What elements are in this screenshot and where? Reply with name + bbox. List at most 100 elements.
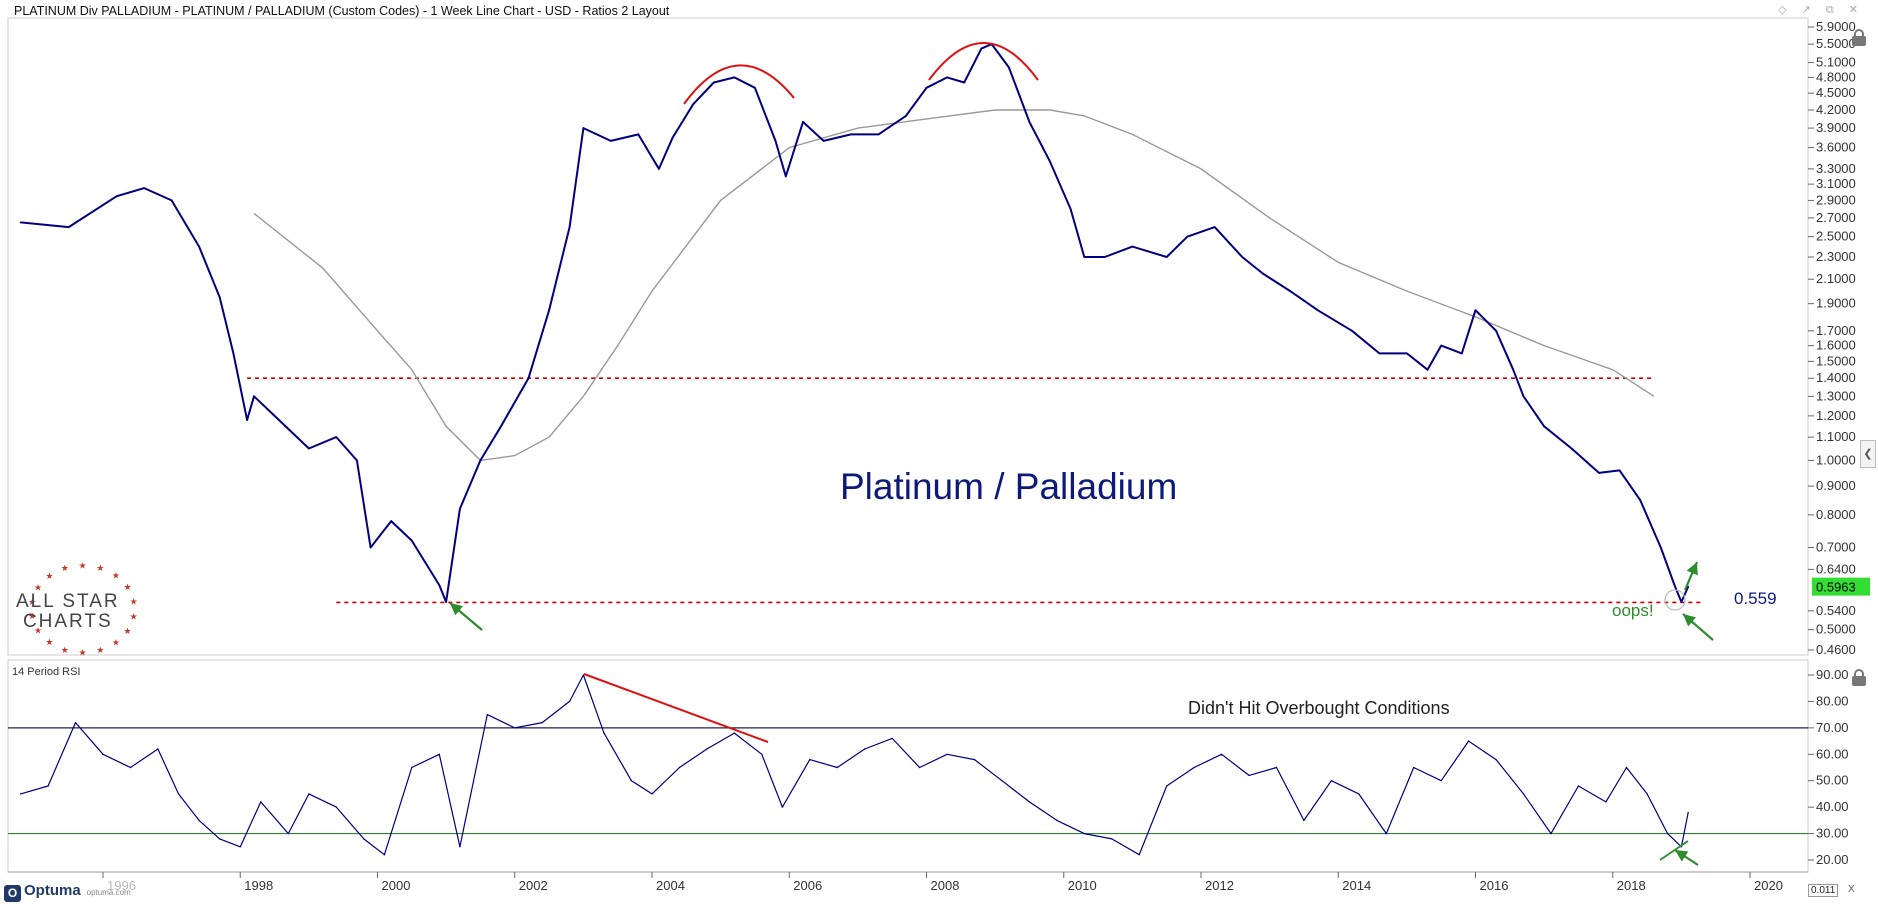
- x-tick-label: 2018: [1617, 878, 1646, 893]
- arrow-rsi-low: [1674, 849, 1699, 866]
- price-point: [1289, 290, 1291, 292]
- y-tick-label: 0.5400: [1816, 603, 1856, 618]
- x-tick-label: 2010: [1068, 878, 1097, 893]
- rsi-point: [1220, 753, 1223, 755]
- zoom-close-button[interactable]: X: [1848, 884, 1855, 895]
- rsi-point: [1193, 766, 1195, 769]
- rsi-y-tick-label: 90.00: [1816, 667, 1849, 682]
- rsi-point: [1303, 819, 1305, 822]
- moving-average-line: [253, 109, 1655, 462]
- chevron-left-icon[interactable]: ❮: [1860, 440, 1876, 468]
- rsi-point: [1687, 811, 1689, 814]
- rsi-point: [1248, 774, 1250, 777]
- arrow-2001-low-head: [450, 603, 464, 616]
- annotation-layer: Platinum / Palladium oops! 0.559 Didn't Hit…: [28, 42, 1870, 866]
- price-point: [1680, 601, 1683, 603]
- rsi-point: [582, 674, 585, 676]
- price-point: [905, 115, 907, 117]
- y-tick-label: 1.0000: [1816, 452, 1856, 467]
- price-point: [445, 601, 447, 603]
- price-point: [692, 103, 694, 105]
- y-tick-label: 4.2000: [1816, 102, 1856, 117]
- rsi-point: [1495, 758, 1497, 761]
- rsi-point: [198, 819, 200, 822]
- price-point: [980, 47, 983, 50]
- price-point: [218, 296, 221, 299]
- price-point: [637, 133, 640, 136]
- arrow-rsi-low-head: [1675, 850, 1689, 862]
- rsi-point: [733, 732, 736, 734]
- allstar-star-icon: ★: [112, 639, 120, 649]
- price-point: [369, 546, 372, 549]
- zoom-input[interactable]: 0.011: [1808, 884, 1839, 897]
- rsi-point: [568, 700, 571, 703]
- allstar-star-ring: ★★★★ ★ ★★★★★★★★★★★★★: [28, 561, 138, 658]
- price-point: [877, 133, 880, 136]
- rsi-point: [1413, 766, 1415, 769]
- rsi-point: [781, 806, 784, 808]
- allstar-star-icon: ★: [130, 597, 138, 607]
- allstar-star-icon: ★: [28, 598, 36, 608]
- price-point: [253, 395, 255, 398]
- allstar-star-icon: ★: [45, 638, 53, 648]
- rsi-y-tick-label: 30.00: [1816, 826, 1849, 841]
- y-tick-label: 1.1000: [1816, 429, 1856, 444]
- rsi-point: [891, 737, 893, 740]
- rsi-point: [383, 854, 386, 856]
- rsi-point: [157, 748, 159, 750]
- allstar-star-icon: ★: [96, 564, 104, 574]
- price-point: [1440, 344, 1442, 347]
- y-tick-label: 3.9000: [1816, 120, 1856, 135]
- rsi-point: [651, 793, 653, 795]
- price-point: [582, 127, 585, 129]
- price-point: [802, 121, 804, 123]
- lock-icon-rsi[interactable]: [1852, 669, 1866, 686]
- allstar-star-icon: ★: [34, 584, 42, 594]
- rsi-point: [1056, 819, 1058, 822]
- arrow-2001-low: [449, 602, 483, 631]
- rsi-point: [1605, 801, 1607, 803]
- allstar-star-icon: ★: [28, 612, 36, 622]
- price-panel: [19, 43, 1702, 604]
- arrow-up-bounce: [1683, 561, 1699, 591]
- y-tick-label: 2.3000: [1816, 249, 1856, 264]
- x-tick-label: 2008: [931, 878, 960, 893]
- rsi-y-tick-label: 20.00: [1816, 852, 1849, 867]
- lock-icon[interactable]: [1852, 29, 1866, 46]
- allstar-star-icon: ★: [78, 561, 86, 571]
- rsi-point: [678, 766, 681, 769]
- rsi-point: [219, 838, 221, 840]
- y-tick-label: 0.9000: [1816, 478, 1856, 493]
- y-tick-label: 2.7000: [1816, 210, 1856, 225]
- support-value-label: 0.559: [1734, 589, 1777, 608]
- price-point: [1165, 256, 1168, 258]
- price-point: [1028, 121, 1031, 123]
- rsi-point: [864, 748, 866, 750]
- rsi-point: [1028, 801, 1031, 803]
- rsi-point: [541, 721, 543, 724]
- rsi-point: [1138, 854, 1140, 856]
- window-controls[interactable]: ◇ ↗ ⧉ ✕: [1778, 4, 1864, 16]
- rsi-point: [809, 758, 811, 761]
- rsi-point: [1440, 780, 1442, 782]
- x-tick-label: 2012: [1205, 878, 1234, 893]
- price-panel-frame: [7, 17, 1809, 656]
- main-chart-label: Platinum / Palladium: [840, 466, 1177, 507]
- price-point: [1131, 245, 1134, 248]
- price-point: [822, 140, 825, 142]
- rsi-point: [761, 753, 763, 755]
- rsi-point: [1385, 832, 1388, 835]
- price-point: [1008, 66, 1010, 69]
- y-tick-label: 1.9000: [1816, 296, 1856, 311]
- rsi-point: [411, 766, 413, 769]
- allstar-star-icon: ★: [123, 627, 131, 637]
- y-tick-label: 1.4000: [1816, 370, 1856, 385]
- rsi-point: [177, 793, 180, 795]
- price-point: [411, 539, 413, 542]
- price-point: [1262, 272, 1264, 275]
- price-point: [1639, 499, 1641, 501]
- allstar-star-icon: ★: [45, 572, 53, 582]
- rsi-point: [836, 766, 838, 769]
